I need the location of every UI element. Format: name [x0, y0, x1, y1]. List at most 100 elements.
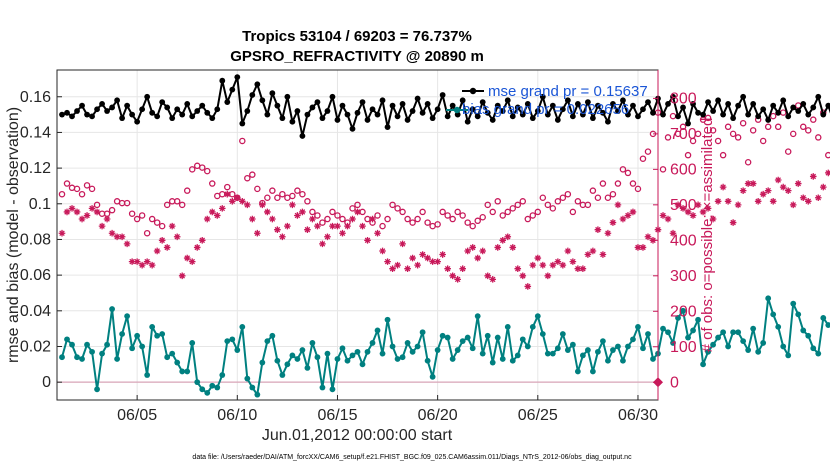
rmse-point	[299, 133, 306, 139]
rmse-point	[479, 99, 486, 106]
bias-point	[640, 345, 646, 352]
rmse-point	[665, 100, 671, 107]
possible-point	[178, 201, 186, 209]
assimilated-point	[484, 272, 492, 280]
possible-point	[534, 208, 542, 216]
possible-point	[539, 194, 547, 201]
bias-point	[324, 350, 331, 357]
possible-point	[93, 201, 101, 209]
assimilated-point	[534, 254, 542, 262]
rmse-point	[284, 93, 291, 100]
possible-point	[289, 192, 296, 200]
rmse-point	[675, 113, 681, 120]
rmse-point	[695, 109, 701, 116]
rmse-point	[79, 102, 85, 109]
possible-point	[594, 194, 602, 201]
bias-point	[144, 372, 151, 378]
rmse-point	[109, 104, 115, 111]
rmse-point	[59, 111, 65, 118]
bias-point	[289, 352, 296, 359]
assimilated-point	[734, 201, 742, 209]
assimilated-point	[168, 222, 176, 230]
legend-label-bias: bias grand pr = 0.022656	[462, 101, 629, 118]
assimilated-point	[789, 201, 797, 209]
bias-point	[69, 341, 75, 348]
bias-point	[244, 375, 251, 382]
assimilated-point	[359, 222, 366, 230]
assimilated-point	[193, 244, 201, 251]
assimilated-point	[599, 251, 607, 258]
bias-point	[670, 340, 676, 346]
assimilated-point	[699, 208, 707, 216]
possible-point	[810, 116, 817, 123]
bias-point	[249, 384, 256, 391]
bias-point	[805, 332, 812, 339]
bias-point	[204, 389, 211, 396]
x-tick-label: 06/10	[217, 407, 257, 424]
assimilated-point	[754, 197, 762, 205]
rmse-point	[94, 106, 100, 113]
assimilated-point	[614, 201, 622, 209]
possible-point	[434, 221, 441, 228]
rmse-point	[194, 108, 201, 114]
bias-point	[369, 340, 376, 346]
assimilated-point	[98, 222, 106, 230]
possible-point	[679, 123, 687, 131]
assimilated-point	[148, 261, 156, 269]
rmse-point	[134, 118, 141, 125]
bias-point	[274, 357, 281, 364]
assimilated-point	[454, 276, 461, 283]
assimilated-point	[218, 205, 226, 212]
possible-point	[424, 219, 431, 226]
possible-point	[319, 219, 326, 226]
assimilated-point	[264, 208, 271, 216]
data-file-footer: data file: /Users/raeder/DAI/ATM_forcXX/…	[192, 454, 632, 461]
assimilated-point	[63, 208, 71, 216]
rmse-point	[204, 109, 211, 116]
rmse-point	[254, 81, 261, 88]
possible-point	[108, 206, 116, 214]
rmse-point	[234, 74, 241, 81]
rmse-point	[139, 106, 146, 113]
assimilated-point	[153, 247, 161, 255]
assimilated-point	[143, 258, 151, 265]
assimilated-point	[819, 183, 827, 191]
rmse-point	[104, 108, 110, 114]
legend-label-rmse: mse grand pr = 0.15637	[488, 83, 648, 100]
rmse-point	[740, 93, 747, 100]
rmse-point	[765, 117, 772, 123]
bias-point	[234, 347, 241, 353]
rmse-point	[514, 104, 521, 111]
rmse-point	[620, 97, 626, 104]
assimilated-point	[624, 212, 632, 219]
bias-point	[309, 340, 316, 346]
assimilated-point	[694, 201, 702, 209]
legend: mse grand pr = 0.15637 bias grand pr = 0…	[446, 83, 648, 118]
possible-point	[128, 210, 136, 217]
possible-point	[123, 199, 131, 207]
bias-point	[444, 334, 451, 341]
rmse-point	[239, 120, 246, 127]
bias-point	[429, 373, 436, 380]
assimilated-point	[354, 208, 361, 216]
bias-point	[705, 348, 711, 355]
x-tick-label: 06/05	[117, 407, 157, 424]
bias-point	[434, 347, 441, 353]
rmse-point	[499, 108, 506, 114]
rmse-point	[469, 106, 476, 113]
assimilated-point	[664, 215, 672, 223]
rmse-point	[534, 108, 541, 114]
assimilated-point	[299, 208, 306, 216]
assimilated-point	[339, 229, 346, 237]
y-tick-label: 0.08	[20, 231, 51, 248]
assimilated-point	[173, 233, 181, 241]
possible-point	[63, 180, 71, 187]
bias-point	[189, 340, 196, 346]
bias-point	[735, 329, 742, 336]
assimilated-point	[138, 261, 146, 269]
bias-point	[559, 331, 566, 337]
bias-point	[349, 352, 356, 359]
rmse-point	[354, 109, 361, 116]
bias-point	[549, 350, 556, 357]
rmse-point	[474, 113, 481, 120]
